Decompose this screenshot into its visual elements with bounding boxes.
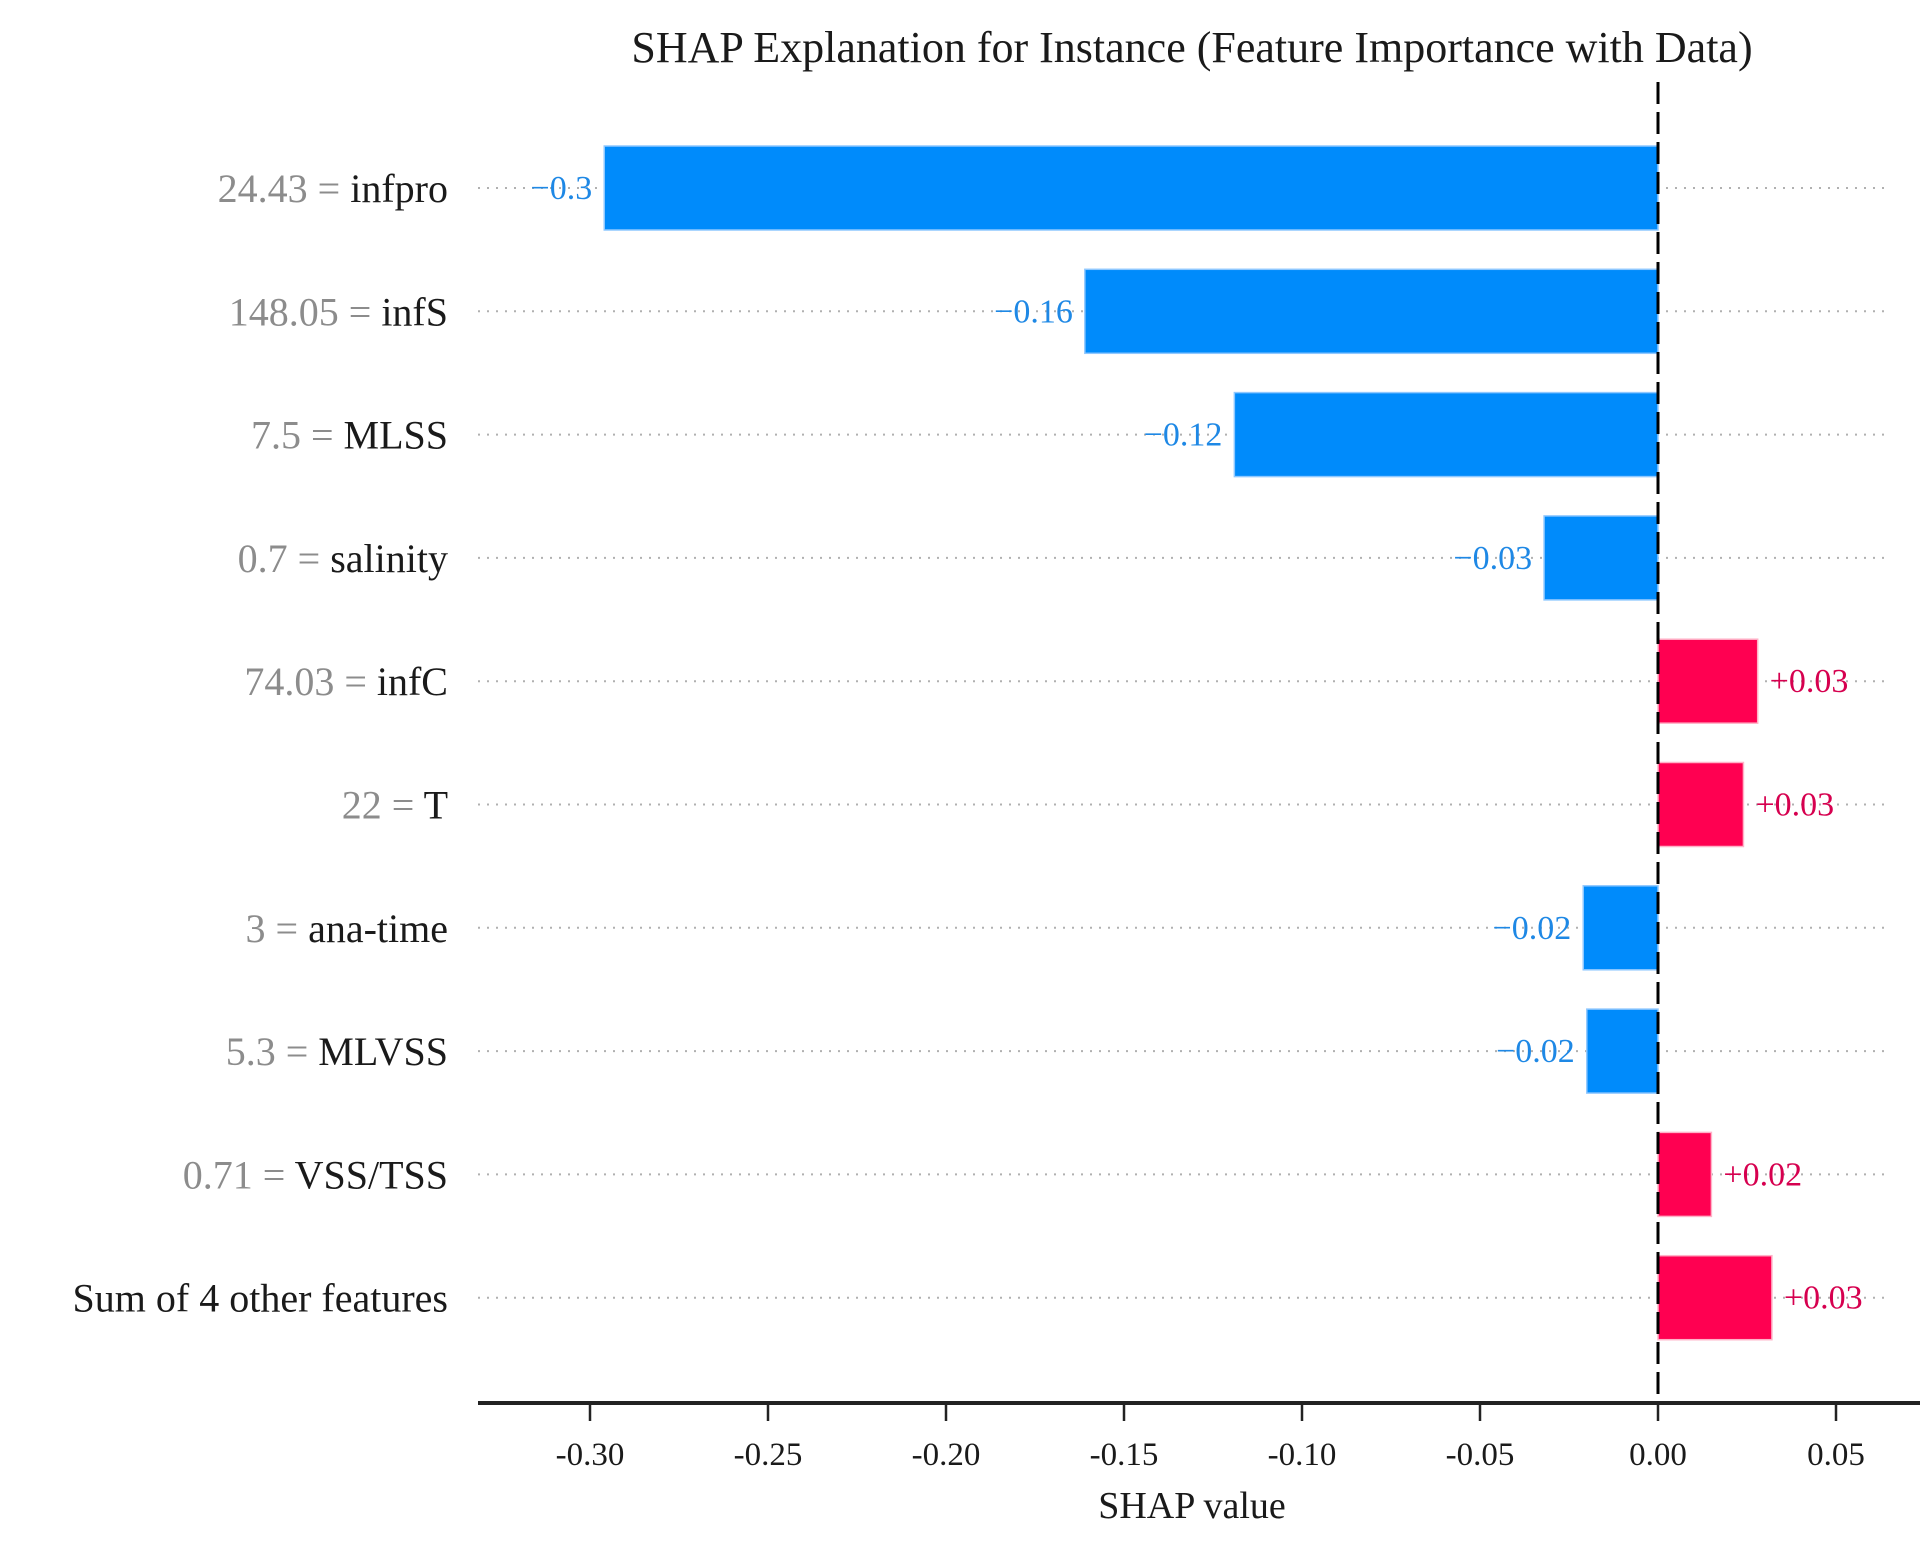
feature-label: 7.5 = MLSS [251, 413, 448, 458]
bar-value-label: −0.12 [1144, 417, 1223, 454]
bars [603, 145, 1773, 1341]
bar-value-label: +0.03 [1755, 787, 1834, 824]
bar-value-label: −0.02 [1493, 910, 1572, 947]
bar-mlvss [1586, 1008, 1659, 1094]
feature-label: 0.71 = VSS/TSS [183, 1152, 448, 1197]
bar-ana-time [1582, 885, 1659, 971]
feature-label: 5.3 = MLVSS [226, 1029, 448, 1074]
bar-value-label: −0.03 [1453, 540, 1532, 577]
feature-value: 0.7 = [238, 536, 331, 581]
feature-value: 0.71 = [183, 1152, 295, 1197]
feature-name: MLVSS [318, 1029, 448, 1074]
feature-label: 74.03 = infC [244, 659, 448, 704]
bar-value-label: +0.02 [1723, 1156, 1802, 1193]
x-tick-label: -0.30 [556, 1437, 625, 1473]
feature-name: infC [377, 659, 448, 704]
x-tick-label: -0.25 [734, 1437, 803, 1473]
x-tick-label: -0.05 [1446, 1437, 1515, 1473]
bar-mlss [1233, 391, 1659, 478]
feature-name: MLSS [344, 413, 449, 458]
feature-label: Sum of 4 other features [73, 1276, 448, 1321]
feature-name: salinity [330, 536, 448, 581]
feature-name: infpro [350, 166, 448, 211]
bar-value-label: −0.02 [1496, 1033, 1575, 1070]
feature-label: 22 = T [342, 783, 448, 828]
x-axis: -0.30 -0.25 -0.20 -0.15 -0.10 -0.05 0.00 0.05 [478, 1401, 1920, 1473]
chart-title: SHAP Explanation for Instance (Feature I… [631, 23, 1752, 72]
bar-t [1657, 761, 1745, 848]
bar-vss-tss [1657, 1131, 1713, 1218]
feature-name: infS [381, 289, 448, 334]
feature-label: 0.7 = salinity [238, 536, 448, 581]
bar-infpro [603, 145, 1659, 231]
bar-value-label: +0.03 [1784, 1280, 1863, 1317]
x-tick-label: 0.00 [1629, 1437, 1687, 1473]
feature-value: 5.3 = [226, 1029, 319, 1074]
feature-name: ana-time [308, 906, 448, 951]
feature-name: VSS/TSS [295, 1152, 448, 1197]
feature-value: 74.03 = [244, 659, 377, 704]
bar-value-label: +0.03 [1770, 663, 1849, 700]
x-tick-label: -0.15 [1090, 1437, 1159, 1473]
feature-label: 148.05 = infS [229, 289, 448, 334]
gridlines [478, 187, 1890, 1299]
feature-value: 7.5 = [251, 413, 344, 458]
x-tick-label: -0.10 [1268, 1437, 1337, 1473]
bar-salinity [1543, 515, 1659, 601]
bar-value-label: −0.16 [994, 293, 1073, 330]
feature-labels: −0.3 24.43 = infpro −0.16 148.05 = infS −0.1… [73, 166, 1863, 1321]
bar-sum-of-4-other-features [1657, 1254, 1773, 1341]
x-tick-label: -0.20 [912, 1437, 981, 1473]
feature-name: T [424, 783, 448, 828]
x-tick-label: 0.05 [1807, 1437, 1865, 1473]
feature-value: 3 = [246, 906, 309, 951]
bar-infs [1084, 268, 1659, 355]
feature-value: 148.05 = [229, 289, 382, 334]
feature-label: 3 = ana-time [246, 906, 448, 951]
feature-value: 24.43 = [218, 166, 351, 211]
feature-name: Sum of 4 other features [73, 1276, 448, 1321]
x-axis-label: SHAP value [1098, 1485, 1286, 1527]
feature-value: 22 = [342, 783, 424, 828]
feature-label: 24.43 = infpro [218, 166, 448, 211]
bar-infc [1657, 638, 1759, 724]
bar-value-label: −0.3 [531, 170, 593, 207]
